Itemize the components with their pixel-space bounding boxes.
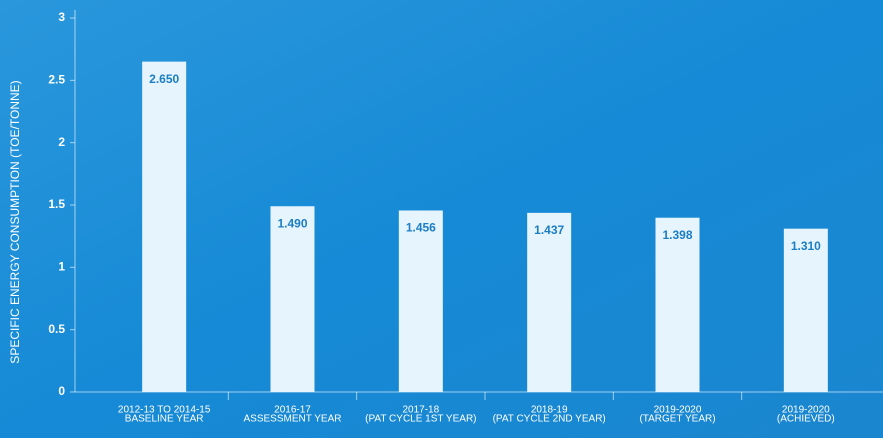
y-tick-label: 0 (58, 384, 65, 398)
value-label: 1.398 (662, 228, 692, 242)
y-tick-label: 1 (58, 260, 65, 274)
bar (655, 217, 700, 392)
x-tick-label: 2019-2020 (654, 405, 702, 416)
bar (783, 228, 828, 392)
x-tick-label: 2018-19 (531, 405, 568, 416)
x-tick-label: (ACHIEVED) (777, 414, 835, 425)
value-label: 1.490 (277, 216, 307, 230)
y-tick-label: 1.5 (48, 197, 65, 211)
value-label: 1.310 (791, 239, 821, 253)
bar (270, 206, 315, 392)
x-tick-label: (TARGET YEAR) (639, 414, 715, 425)
x-tick-label: 2016-17 (274, 405, 311, 416)
y-tick-label: 2 (58, 135, 65, 149)
bar (142, 61, 187, 393)
x-tick-label: 2019-2020 (782, 405, 830, 416)
x-tick-label: (PAT CYCLE 1ST YEAR) (365, 414, 476, 425)
y-tick-label: 0.5 (48, 322, 65, 336)
bar (527, 212, 572, 392)
x-tick-label: (PAT CYCLE 2ND YEAR) (493, 414, 606, 425)
value-label: 2.650 (149, 72, 179, 86)
y-tick-label: 3 (58, 10, 65, 24)
value-label: 1.456 (406, 221, 436, 235)
x-tick-label: 2012-13 TO 2014-15 (118, 405, 211, 416)
x-tick-label: 2017-18 (402, 405, 439, 416)
value-label: 1.437 (534, 223, 564, 237)
x-tick-label: ASSESSMENT YEAR (244, 414, 342, 425)
x-tick-label: BASELINE YEAR (125, 414, 204, 425)
y-tick-label: 2.5 (48, 73, 65, 87)
y-axis-label: SPECIFIC ENERGY CONSUMPTION (TOE/TONNE) (8, 80, 22, 363)
bar (398, 210, 443, 392)
